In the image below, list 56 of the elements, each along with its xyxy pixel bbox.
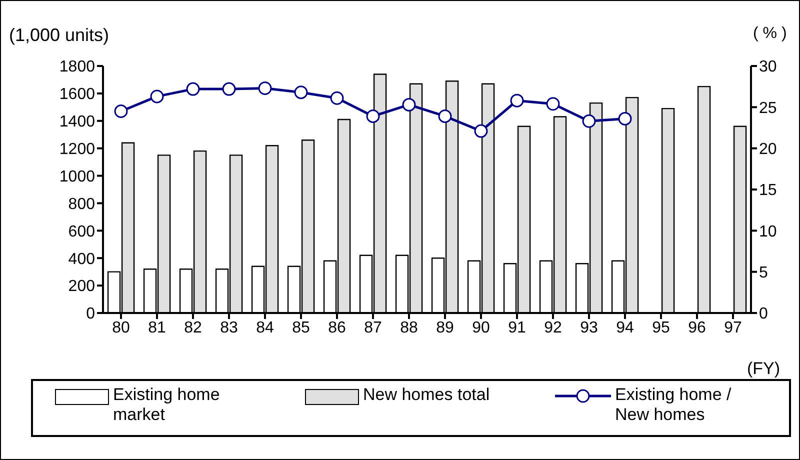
y2-axis-title: ( % )	[753, 25, 787, 43]
point	[582, 114, 596, 128]
x-tick-label: 80	[112, 319, 130, 336]
x-tick-label: 95	[652, 319, 670, 336]
x-tick-label: 90	[472, 319, 490, 336]
point	[150, 90, 164, 104]
point	[366, 109, 380, 123]
legend-label: Existing home / New homes	[615, 385, 732, 425]
point	[294, 86, 308, 100]
x-tick-label: 97	[724, 319, 742, 336]
point	[402, 98, 416, 112]
y-tick-label: 1800	[59, 58, 96, 76]
x-tick-label: 96	[688, 319, 706, 336]
x-tick-label: 88	[400, 319, 418, 336]
y2-tick-label: 0	[759, 306, 768, 323]
y2-tick-label: 20	[759, 141, 777, 158]
legend-label: New homes total	[363, 385, 491, 405]
point	[114, 104, 128, 118]
y-tick-label: 600	[68, 223, 96, 240]
x-tick-label: 92	[544, 319, 562, 336]
x-tick-label: 91	[508, 319, 526, 336]
y-tick-label: 0	[86, 306, 96, 323]
x-axis-title: (FY)	[747, 359, 780, 379]
point	[546, 97, 560, 111]
x-tick-label: 94	[616, 319, 634, 336]
x-tick-label: 89	[436, 319, 454, 336]
y-tick-label: 1000	[59, 168, 96, 186]
point	[618, 112, 632, 126]
point	[258, 81, 272, 95]
y-tick-label: 800	[68, 196, 96, 213]
point	[438, 109, 452, 123]
legend-label: Existing home market	[113, 385, 221, 425]
y2-tick-label: 5	[759, 264, 768, 282]
x-tick-label: 86	[328, 319, 346, 336]
point	[510, 94, 524, 108]
y2-tick-label: 25	[759, 100, 777, 117]
point	[474, 124, 488, 138]
y-tick-label: 200	[68, 278, 96, 296]
x-tick-label: 93	[580, 319, 598, 336]
y-tick-label: 1600	[59, 86, 96, 104]
y-tick-label: 400	[68, 250, 96, 268]
y-tick-label: 1200	[59, 141, 96, 158]
y-axis-title: (1,000 units)	[9, 25, 110, 46]
x-tick-label: 81	[148, 319, 166, 336]
y2-tick-label: 10	[759, 223, 777, 240]
y2-tick-label: 30	[759, 58, 777, 76]
x-tick-label: 85	[292, 319, 310, 336]
x-tick-label: 84	[256, 319, 274, 336]
point	[330, 91, 344, 105]
y-tick-label: 1400	[59, 114, 96, 131]
x-tick-label: 87	[364, 319, 382, 336]
y2-tick-label: 15	[759, 182, 777, 200]
x-tick-label: 83	[220, 319, 238, 336]
x-tick-label: 82	[184, 319, 202, 336]
point	[222, 82, 236, 96]
point	[186, 82, 200, 96]
